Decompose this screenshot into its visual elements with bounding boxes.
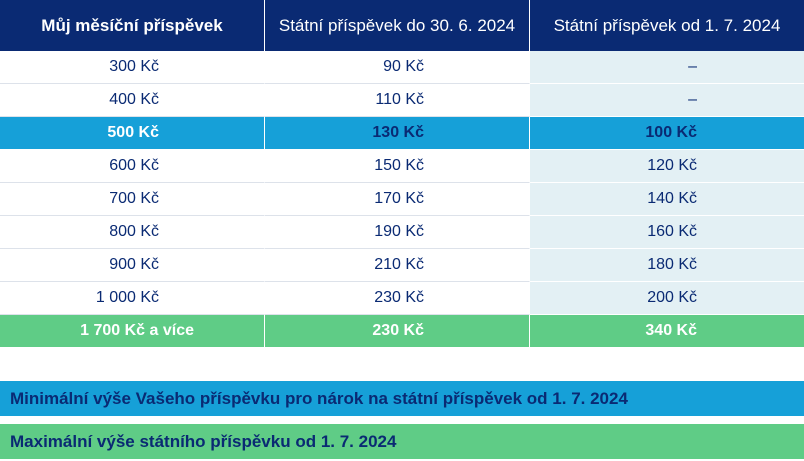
cell-my-contribution: 300 Kč: [0, 51, 265, 84]
cell-new-state-contribution: 200 Kč: [530, 282, 804, 315]
cell-new-state-contribution: 140 Kč: [530, 183, 804, 216]
cell-my-contribution: 800 Kč: [0, 216, 265, 249]
cell-old-state-contribution: 90 Kč: [265, 51, 530, 84]
header-state-contribution-until-june: Státní příspěvek do 30. 6. 2024: [265, 0, 530, 51]
cell-my-contribution: 500 Kč: [0, 117, 265, 150]
header-state-contribution-from-july: Státní příspěvek od 1. 7. 2024: [530, 0, 804, 51]
cell-new-state-contribution: 100 Kč: [530, 117, 804, 150]
table-row: 300 Kč 90 Kč –: [0, 51, 804, 84]
table-row: 600 Kč 150 Kč 120 Kč: [0, 150, 804, 183]
cell-new-state-contribution: –: [530, 84, 804, 117]
cell-new-state-contribution: 180 Kč: [530, 249, 804, 282]
cell-my-contribution: 900 Kč: [0, 249, 265, 282]
cell-old-state-contribution: 230 Kč: [265, 315, 530, 347]
cell-old-state-contribution: 230 Kč: [265, 282, 530, 315]
cell-old-state-contribution: 210 Kč: [265, 249, 530, 282]
cell-new-state-contribution: 340 Kč: [530, 315, 804, 347]
cell-old-state-contribution: 130 Kč: [265, 117, 530, 150]
table-row: 400 Kč 110 Kč –: [0, 84, 804, 117]
table-row: 900 Kč 210 Kč 180 Kč: [0, 249, 804, 282]
cell-my-contribution: 700 Kč: [0, 183, 265, 216]
cell-old-state-contribution: 170 Kč: [265, 183, 530, 216]
table-row-minimum-highlight: 500 Kč 130 Kč 100 Kč: [0, 117, 804, 150]
table-row: 800 Kč 190 Kč 160 Kč: [0, 216, 804, 249]
table-row: 700 Kč 170 Kč 140 Kč: [0, 183, 804, 216]
legend-maximum-state-contribution: Maximální výše státního příspěvku od 1. …: [0, 424, 804, 459]
table-row-maximum-highlight: 1 700 Kč a více 230 Kč 340 Kč: [0, 315, 804, 347]
cell-old-state-contribution: 110 Kč: [265, 84, 530, 117]
cell-my-contribution: 1 700 Kč a více: [0, 315, 265, 347]
contribution-table: Můj měsíční příspěvek Státní příspěvek d…: [0, 0, 804, 347]
cell-new-state-contribution: 120 Kč: [530, 150, 804, 183]
cell-old-state-contribution: 190 Kč: [265, 216, 530, 249]
cell-new-state-contribution: 160 Kč: [530, 216, 804, 249]
table-header-row: Můj měsíční příspěvek Státní příspěvek d…: [0, 0, 804, 51]
cell-my-contribution: 1 000 Kč: [0, 282, 265, 315]
cell-my-contribution: 600 Kč: [0, 150, 265, 183]
legend-minimum-contribution: Minimální výše Vašeho příspěvku pro náro…: [0, 381, 804, 416]
cell-my-contribution: 400 Kč: [0, 84, 265, 117]
header-my-contribution: Můj měsíční příspěvek: [0, 0, 265, 51]
cell-new-state-contribution: –: [530, 51, 804, 84]
cell-old-state-contribution: 150 Kč: [265, 150, 530, 183]
table-row: 1 000 Kč 230 Kč 200 Kč: [0, 282, 804, 315]
